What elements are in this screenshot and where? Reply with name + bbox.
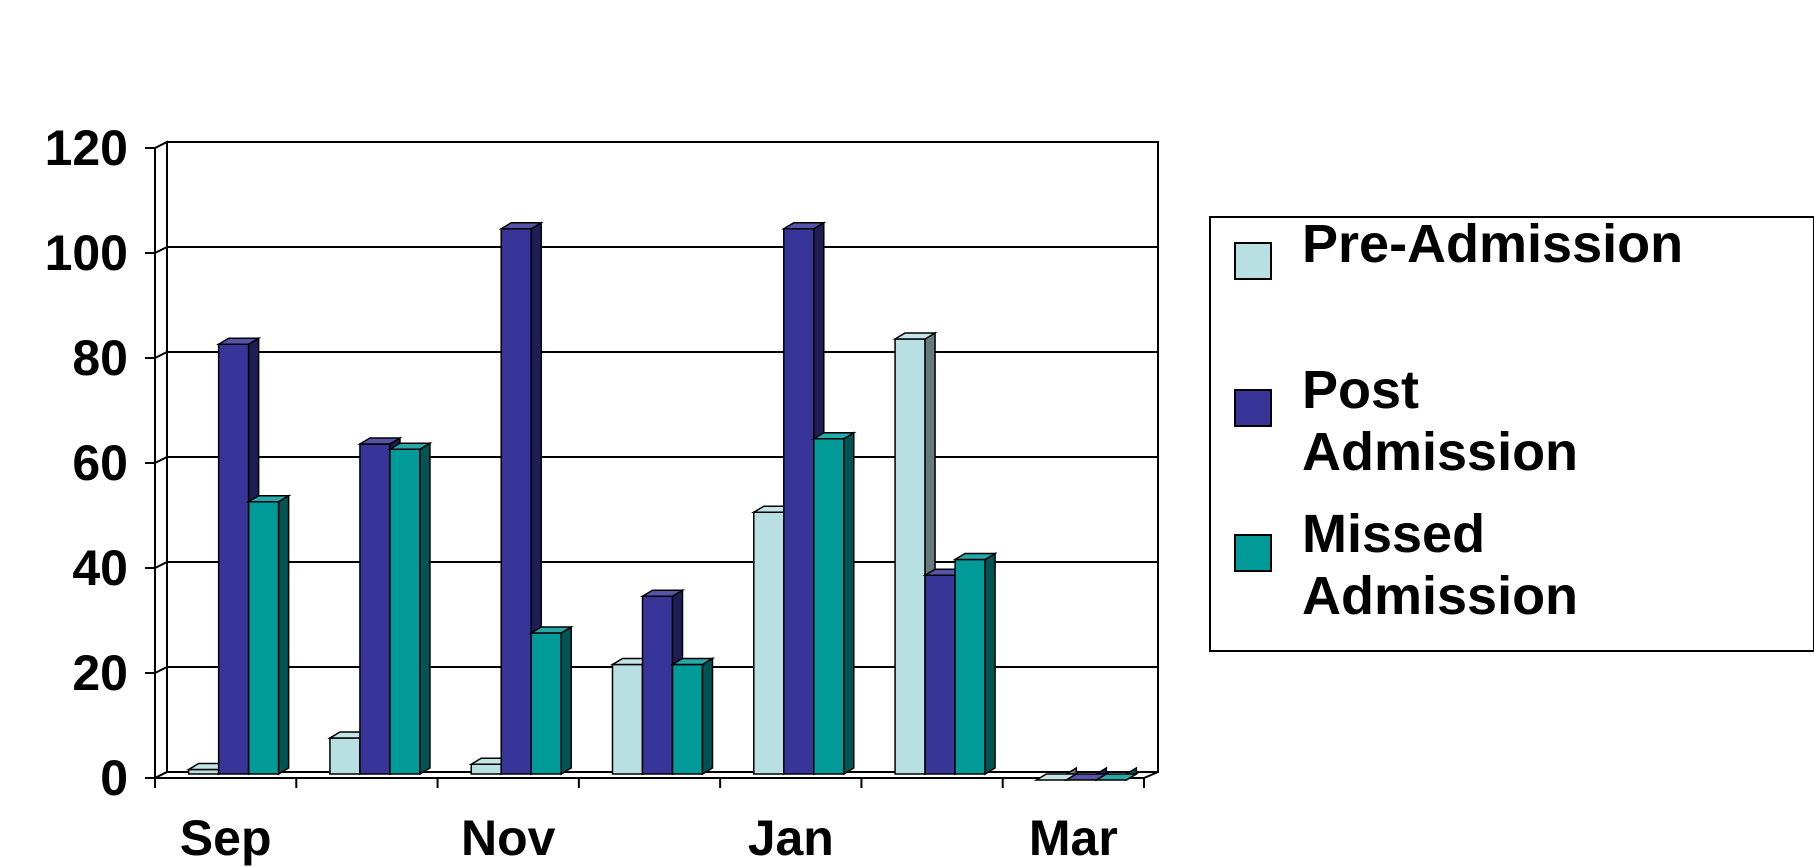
bar-front <box>894 338 926 775</box>
gridline-side <box>154 666 168 674</box>
bar-top <box>357 437 403 445</box>
y-axis: 0 20 40 60 80 100 120 <box>45 120 156 806</box>
bar <box>952 552 998 776</box>
bar <box>1093 766 1140 782</box>
y-tick-label: 60 <box>72 435 128 491</box>
bar-front <box>247 501 280 775</box>
bar-front <box>530 632 562 775</box>
bar-front <box>783 228 815 775</box>
legend-box <box>1209 216 1814 652</box>
legend-swatch <box>1234 242 1272 280</box>
bar-front <box>500 228 532 775</box>
bar-side <box>560 625 572 776</box>
y-tick-label: 100 <box>45 225 128 281</box>
bar-side <box>984 552 996 776</box>
bars <box>185 221 1140 782</box>
bar-top <box>669 657 716 666</box>
bar-top <box>639 589 686 597</box>
y-tick-label: 40 <box>72 540 128 596</box>
bar-front <box>813 438 845 775</box>
bar-top <box>245 495 292 503</box>
bar-side <box>277 494 290 776</box>
legend-label: Admission <box>1302 422 1578 482</box>
bar-top <box>892 332 938 340</box>
y-tick-label: 20 <box>72 645 128 701</box>
bar-side <box>419 441 431 776</box>
legend-label: Post <box>1302 360 1419 420</box>
bar-top <box>781 222 827 230</box>
bar-top <box>215 337 262 345</box>
y-tick-label: 0 <box>100 750 128 806</box>
legend-swatch <box>1234 389 1272 427</box>
bar-front <box>641 595 674 775</box>
legend: Pre-AdmissionPostAdmissionMissedAdmissio… <box>1209 214 1814 652</box>
legend-swatch <box>1234 534 1272 572</box>
bar-top <box>528 626 574 634</box>
bar <box>811 431 857 776</box>
gridline-side <box>154 561 168 569</box>
x-tick-label: Sep <box>180 810 272 866</box>
legend-label: Pre-Admission <box>1302 214 1683 274</box>
bar-side <box>701 657 714 776</box>
x-tick-label: Jan <box>748 810 834 866</box>
bar-top <box>387 442 433 450</box>
bar-front <box>359 443 391 775</box>
bar-front <box>389 448 421 775</box>
bar <box>528 625 574 776</box>
gridline-side <box>154 246 168 254</box>
bar-front <box>611 663 644 775</box>
bar-front <box>954 558 986 775</box>
bar-top <box>1093 773 1140 781</box>
bar-front <box>329 737 361 775</box>
legend-label: Missed <box>1302 504 1485 564</box>
bar-top <box>952 552 998 561</box>
bar-side <box>843 431 855 776</box>
bar-front <box>671 663 704 775</box>
bar <box>245 494 292 776</box>
x-tick-label: Nov <box>461 810 556 866</box>
y-tick-label: 80 <box>72 330 128 386</box>
bar <box>387 441 433 776</box>
gridline-side <box>154 456 168 464</box>
y-tick-label: 120 <box>45 120 128 176</box>
bar-front <box>470 763 502 775</box>
bar <box>669 657 716 776</box>
bar-top <box>498 222 544 230</box>
legend-label: Admission <box>1302 566 1578 626</box>
gridline-side <box>154 351 168 359</box>
bar-top <box>811 432 857 440</box>
x-axis: Sep Nov Jan Mar <box>154 777 1145 866</box>
x-tick-label: Mar <box>1029 810 1118 866</box>
bar-front <box>753 511 785 775</box>
bar-front <box>924 574 956 775</box>
bar-front <box>217 343 250 775</box>
